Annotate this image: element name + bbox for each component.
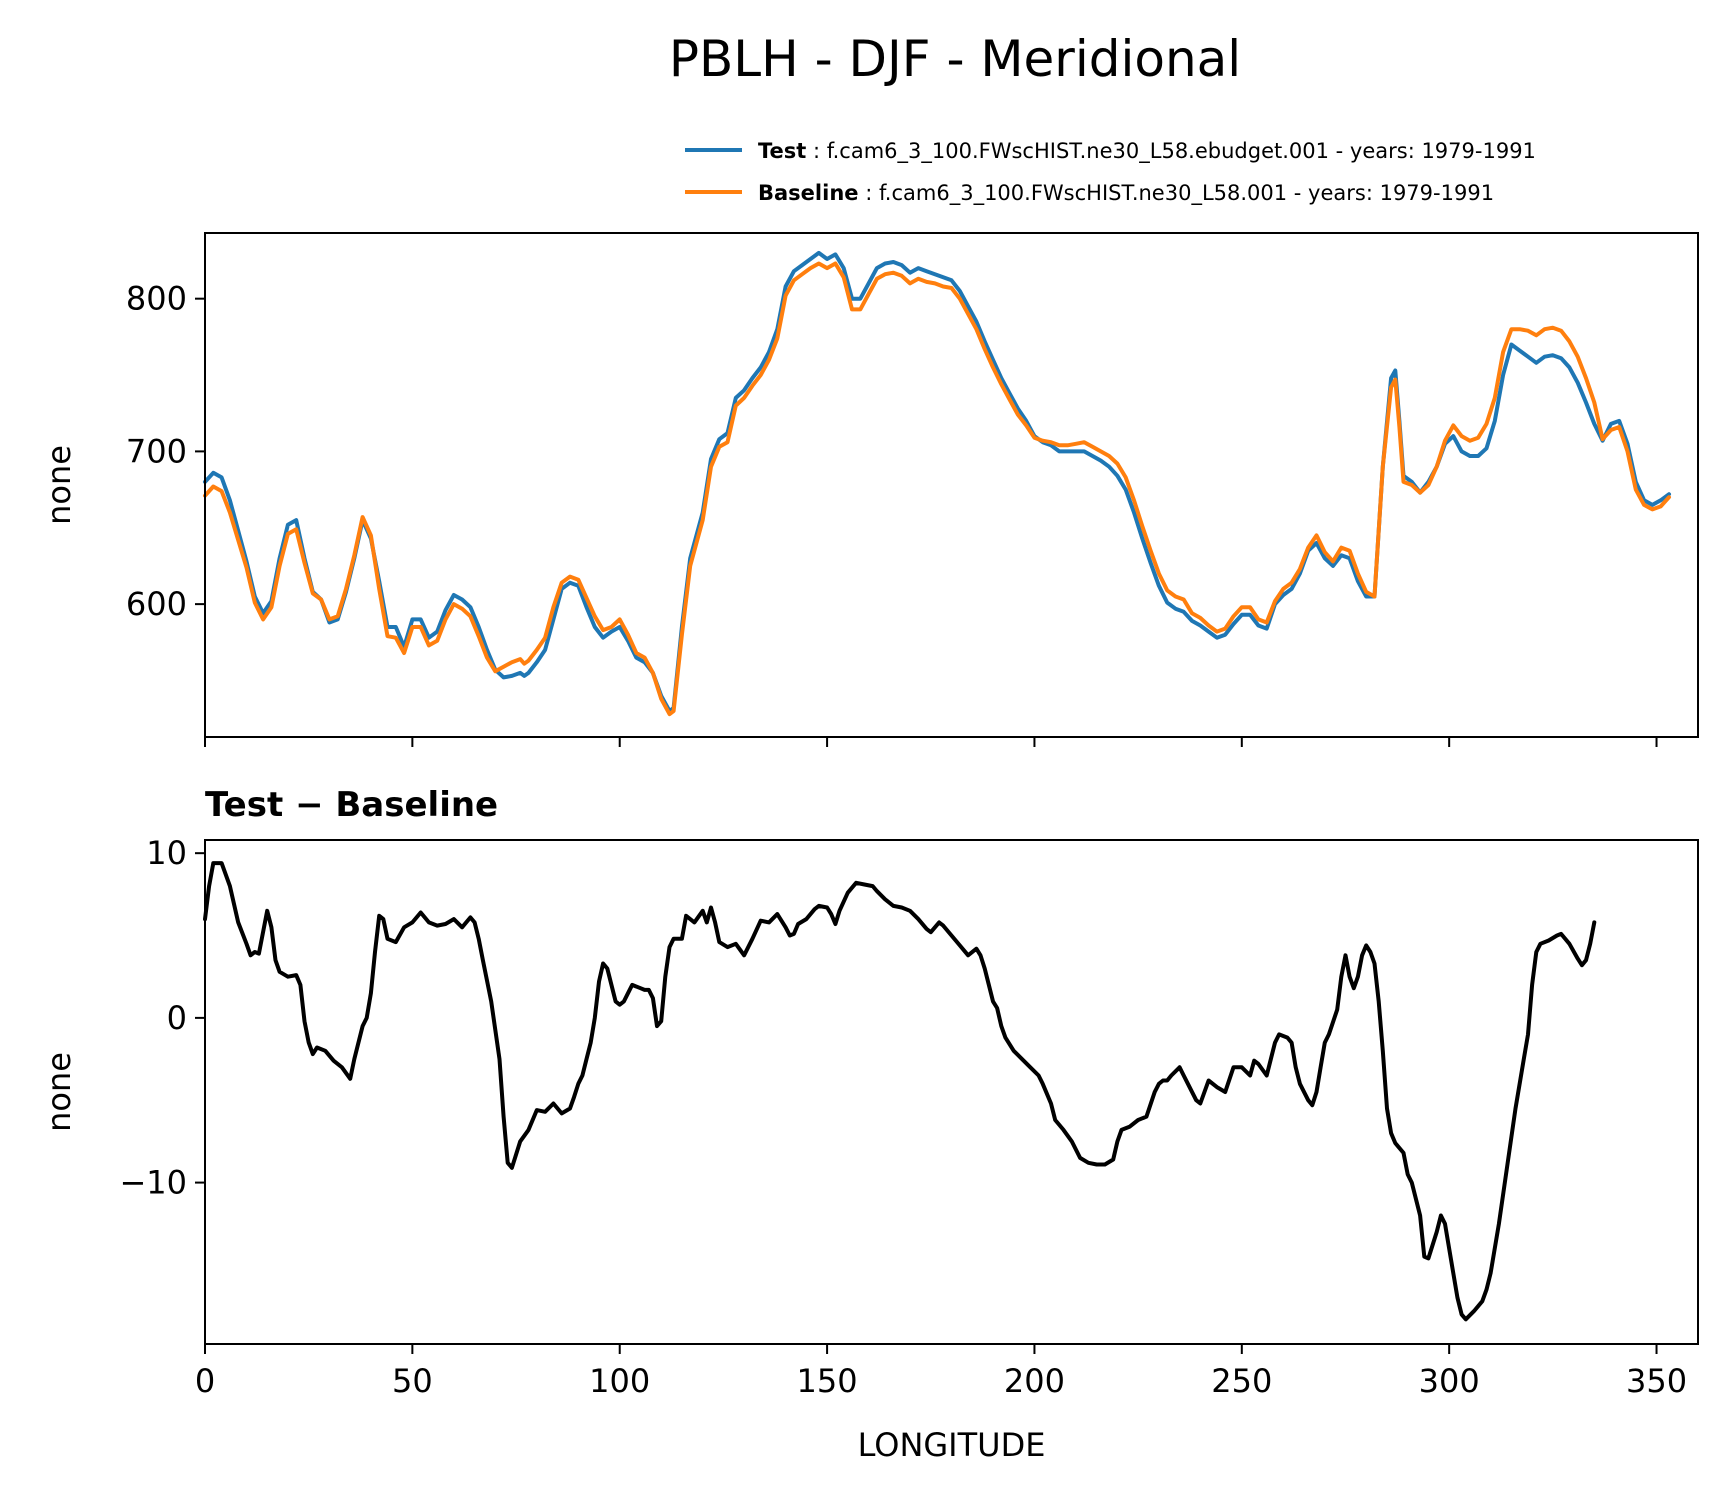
legend-desc-test: : f.cam6_3_100.FWscHIST.ne30_L58.ebudget… xyxy=(806,139,1536,164)
bottom-xtick-label: 350 xyxy=(1626,1362,1687,1400)
bottom-panel-xlabel: LONGITUDE xyxy=(858,1426,1046,1464)
bottom-panel-title: Test − Baseline xyxy=(205,785,498,825)
bottom-xtick-label: 50 xyxy=(392,1362,433,1400)
legend: Test : f.cam6_3_100.FWscHIST.ne30_L58.eb… xyxy=(685,139,1536,206)
bottom-ytick-label: 0 xyxy=(167,999,187,1037)
figure-title: PBLH - DJF - Meridional xyxy=(669,30,1241,88)
top-panel-frame xyxy=(204,232,1699,738)
bottom-xtick-label: 200 xyxy=(1004,1362,1065,1400)
top-panel-lines xyxy=(203,250,1671,717)
series-line-baseline xyxy=(203,261,1671,717)
bottom-xtick-label: 300 xyxy=(1419,1362,1480,1400)
legend-entry-baseline: Baseline : f.cam6_3_100.FWscHIST.ne30_L5… xyxy=(758,181,1494,206)
top-ytick-label: 700 xyxy=(126,432,187,470)
legend-label-baseline: Baseline xyxy=(758,181,859,205)
legend-label-test: Test xyxy=(758,139,806,163)
bottom-panel: Test − Baseline 0 50 100 150 200 250 300 350−10… xyxy=(40,785,1699,1464)
bottom-xtick-label: 0 xyxy=(195,1362,215,1400)
bottom-xtick-label: 100 xyxy=(589,1362,650,1400)
bottom-panel-lines xyxy=(203,861,1597,1322)
legend-desc-baseline: : f.cam6_3_100.FWscHIST.ne30_L58.001 - y… xyxy=(859,181,1495,206)
top-panel: 600 700 800 none xyxy=(40,232,1699,747)
top-ytick-label: 800 xyxy=(126,280,187,318)
bottom-panel-ticks: 0 50 100 150 200 250 300 350 −10 0 10 xyxy=(119,834,1687,1400)
series-line-test-baseline xyxy=(203,861,1597,1322)
bottom-xtick-label: 250 xyxy=(1211,1362,1272,1400)
bottom-xtick-label: 150 xyxy=(797,1362,858,1400)
bottom-ytick-label: 10 xyxy=(146,834,187,872)
top-ytick-label: 600 xyxy=(126,585,187,623)
legend-entry-test: Test : f.cam6_3_100.FWscHIST.ne30_L58.eb… xyxy=(758,139,1536,164)
bottom-ytick-label: −10 xyxy=(119,1164,187,1202)
bottom-panel-frame xyxy=(204,839,1699,1345)
bottom-panel-ylabel: none xyxy=(40,1052,78,1132)
top-panel-ticks: 600 700 800 xyxy=(126,280,1658,747)
top-panel-ylabel: none xyxy=(40,445,78,525)
